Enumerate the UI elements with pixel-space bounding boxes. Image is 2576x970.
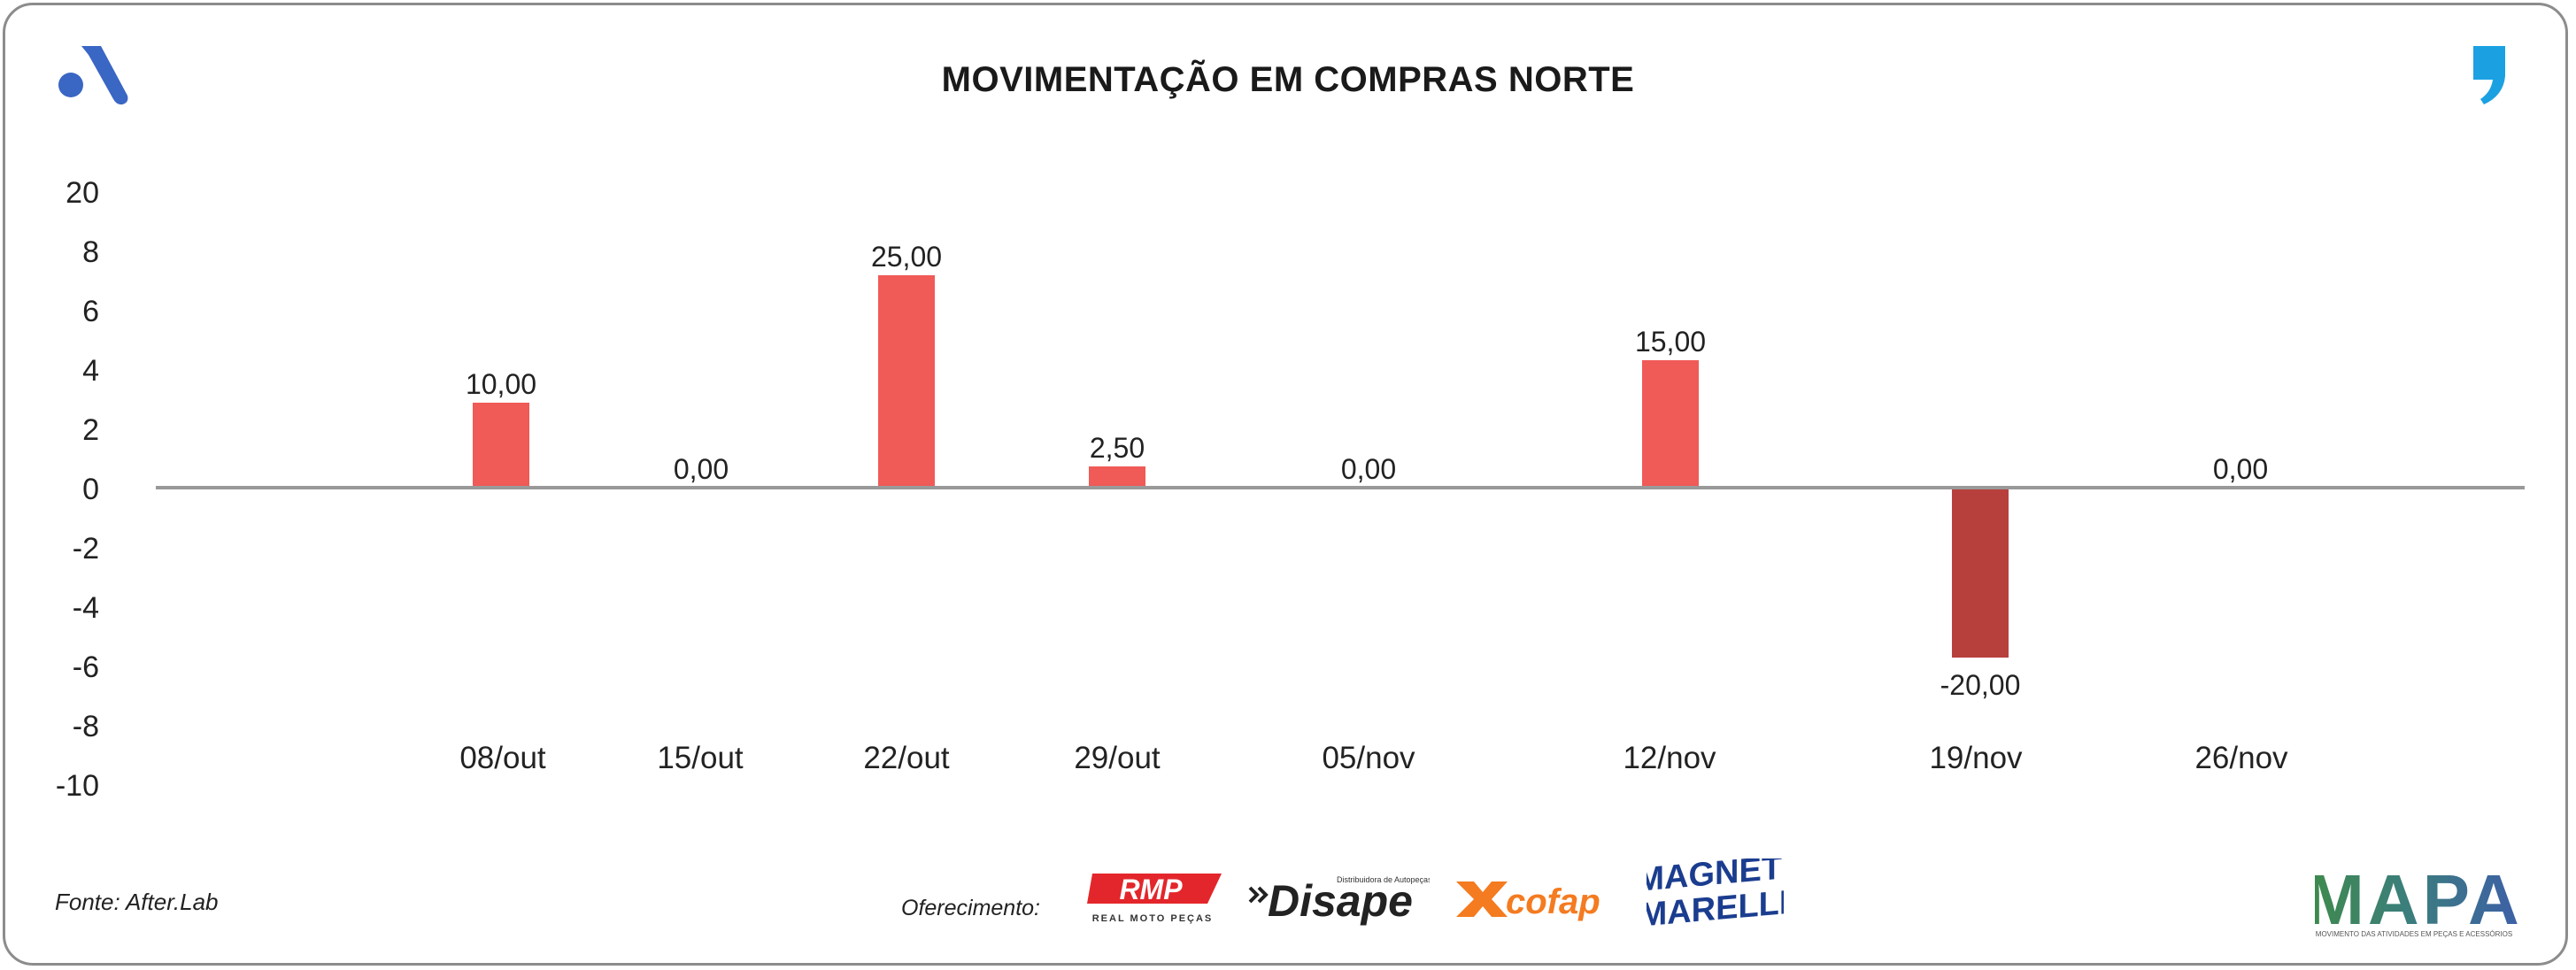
chart-title: MOVIMENTAÇÃO EM COMPRAS NORTE bbox=[941, 60, 1635, 99]
data-label: 25,00 bbox=[871, 241, 942, 273]
rmp-logo-text: RMP bbox=[1119, 874, 1183, 905]
x-tick-label: 12/nov bbox=[1623, 741, 1716, 775]
data-label: 0,00 bbox=[2213, 453, 2268, 485]
data-label: 0,00 bbox=[1341, 453, 1396, 485]
y-tick-label: 6 bbox=[82, 295, 99, 328]
data-label: 2,50 bbox=[1090, 432, 1145, 464]
y-tick-label: 8 bbox=[82, 235, 99, 269]
y-tick-label: 4 bbox=[82, 354, 99, 388]
x-tick-label: 08/out bbox=[459, 741, 546, 775]
data-label: 10,00 bbox=[466, 368, 536, 400]
bar bbox=[878, 275, 935, 488]
y-tick-label: 20 bbox=[66, 176, 99, 210]
afterlab-logo-icon bbox=[58, 46, 128, 105]
x-tick-label: 26/nov bbox=[2194, 741, 2288, 775]
cofap-logo: cofap bbox=[1456, 881, 1600, 921]
disape-logo-text: Disape bbox=[1268, 876, 1413, 926]
rmp-logo: RMP REAL MOTO PEÇAS bbox=[1087, 874, 1222, 924]
cofap-logo-text: cofap bbox=[1506, 882, 1600, 921]
data-label: 0,00 bbox=[674, 453, 729, 485]
data-label: -20,00 bbox=[1940, 669, 2021, 701]
y-tick-label: 0 bbox=[82, 473, 99, 506]
x-tick-label: 05/nov bbox=[1322, 741, 1415, 775]
bar bbox=[1952, 488, 2009, 658]
data-label: 15,00 bbox=[1635, 326, 1706, 358]
sponsor-label: Oferecimento: bbox=[901, 896, 1041, 920]
quote-icon bbox=[2473, 46, 2505, 104]
x-tick-label: 15/out bbox=[657, 741, 744, 775]
rmp-logo-tagline: REAL MOTO PEÇAS bbox=[1092, 913, 1214, 924]
x-tick-label: 22/out bbox=[863, 741, 950, 775]
mapa-logo: MAPA MOVIMENTO DAS ATIVIDADES EM PEÇAS E… bbox=[2315, 866, 2518, 939]
chart-frame bbox=[3, 3, 2568, 966]
x-tick-label: 19/nov bbox=[1929, 741, 2023, 775]
bar bbox=[1089, 466, 1145, 488]
disape-logo: Distribuidora de Autopeças Disape bbox=[1248, 875, 1430, 926]
bar bbox=[1642, 360, 1699, 488]
y-tick-label: -2 bbox=[73, 532, 99, 566]
mapa-logo-text: MAPA bbox=[2315, 866, 2518, 939]
y-tick-label: -8 bbox=[73, 710, 99, 743]
bar bbox=[473, 403, 529, 488]
x-tick-label: 29/out bbox=[1074, 741, 1161, 775]
y-tick-label: -10 bbox=[56, 769, 99, 803]
source-note: Fonte: After.Lab bbox=[55, 889, 219, 915]
y-tick-label: 2 bbox=[82, 413, 99, 447]
y-tick-label: -6 bbox=[73, 651, 99, 684]
disape-logo-tagline: Distribuidora de Autopeças bbox=[1337, 875, 1430, 884]
magneti-marelli-logo: MAGNETI MARELLI bbox=[1647, 858, 1784, 929]
mapa-logo-tagline: MOVIMENTO DAS ATIVIDADES EM PEÇAS E ACES… bbox=[2316, 930, 2512, 938]
y-tick-label: -4 bbox=[73, 591, 99, 625]
